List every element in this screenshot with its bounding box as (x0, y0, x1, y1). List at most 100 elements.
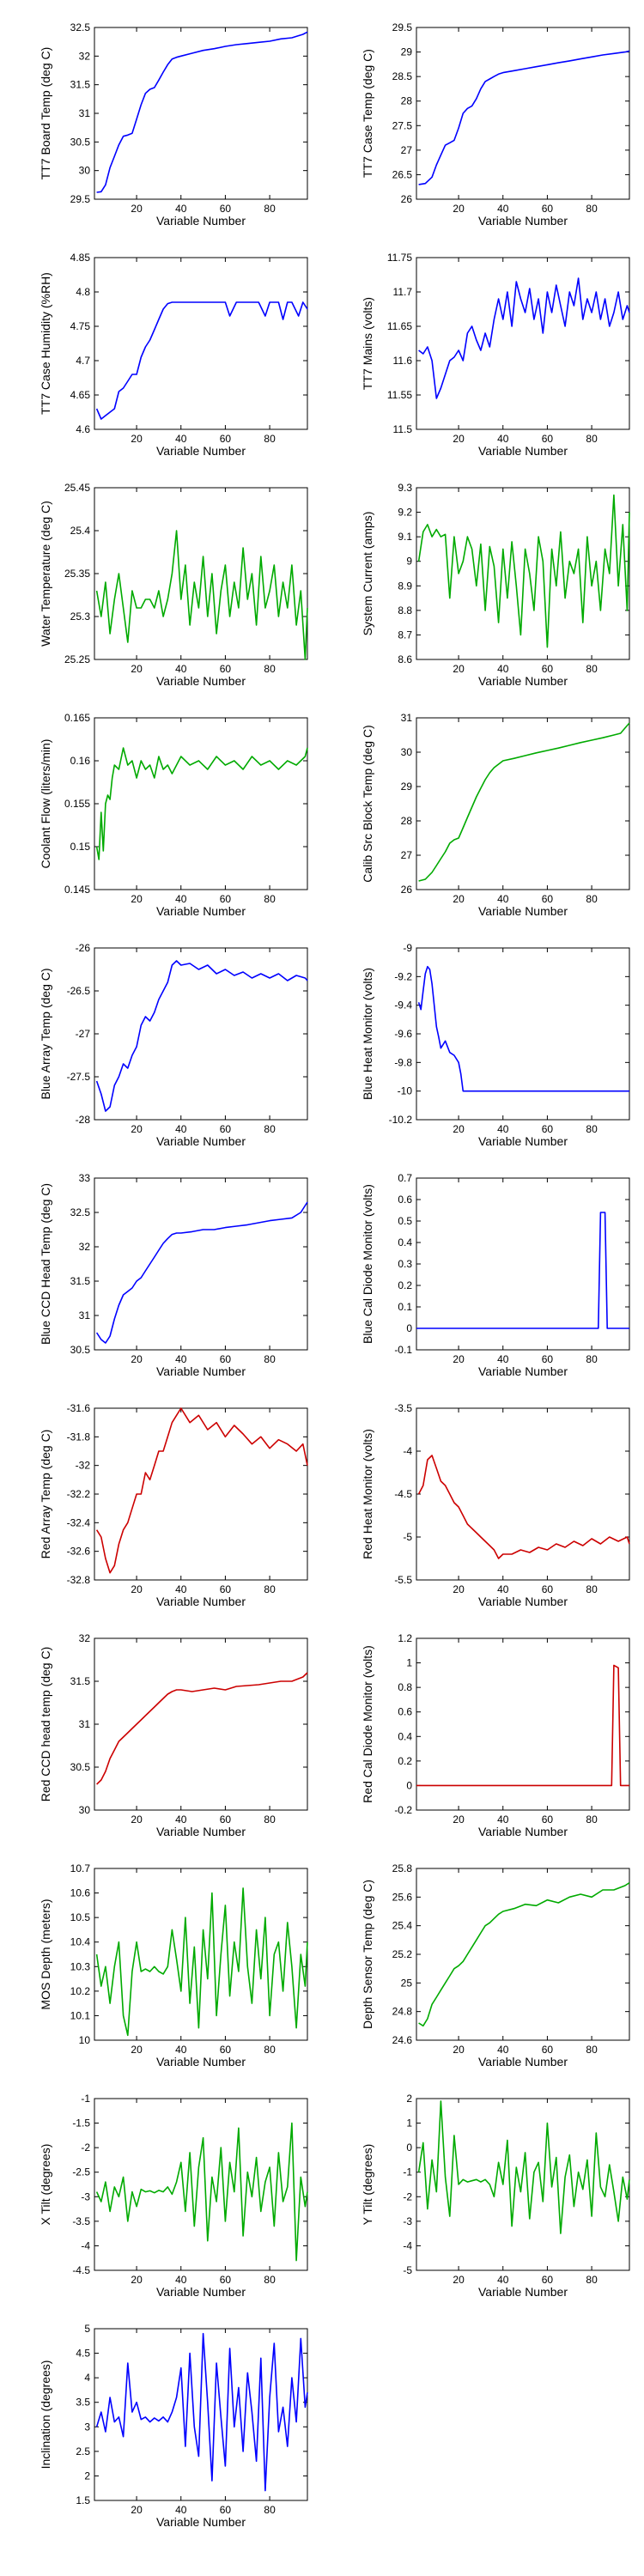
y-tick-label: -32.2 (67, 1488, 91, 1500)
y-tick-label: -32.8 (67, 1574, 91, 1586)
y-tick-label: 32.5 (70, 21, 91, 33)
y-tick-label: 0.7 (398, 1172, 412, 1184)
y-axis-label: Blue Heat Monitor (volts) (361, 968, 374, 1100)
x-tick-label: 20 (453, 663, 465, 675)
y-tick-label: 2.5 (76, 2445, 90, 2458)
y-tick-label: 0.6 (398, 1194, 412, 1206)
plot-frame (416, 1407, 630, 1581)
y-tick-label: 4.6 (76, 423, 90, 435)
y-tick-label: -32.4 (67, 1516, 91, 1528)
y-tick-label: 0.4 (398, 1236, 412, 1249)
x-tick-label: 80 (586, 203, 598, 215)
y-tick-label: 30 (79, 1804, 91, 1816)
y-tick-label: -2 (403, 2190, 412, 2202)
y-axis-label: TT7 Mains (volts) (361, 297, 374, 390)
y-tick-label: 4.7 (76, 355, 90, 367)
y-tick-label: 10.3 (70, 1960, 91, 1972)
x-axis-label: Variable Number (478, 674, 568, 688)
y-tick-label: -0.1 (394, 1344, 412, 1356)
y-tick-label: 28 (401, 815, 413, 827)
y-tick-label: 0.2 (398, 1755, 412, 1767)
x-tick-label: 20 (131, 1353, 143, 1365)
y-tick-label: 2 (406, 2093, 412, 2105)
x-tick-label: 60 (220, 893, 232, 905)
x-axis-label: Variable Number (156, 674, 246, 688)
x-tick-label: 40 (497, 893, 509, 905)
y-tick-label: -9.4 (394, 999, 412, 1012)
x-tick-label: 40 (175, 663, 187, 675)
y-tick-label: 31.5 (70, 1675, 91, 1687)
x-tick-label: 80 (264, 2274, 276, 2286)
x-tick-label: 80 (264, 1583, 276, 1595)
chart-panel-10: -10.2 -10 -9.8 -9.6 -9.4 -9.2 -9 20 40 60 80 Variab… (361, 942, 630, 1148)
x-axis-label: Variable Number (156, 1595, 246, 1608)
x-tick-label: 20 (131, 2274, 143, 2286)
y-tick-label: -2.5 (72, 2166, 90, 2178)
x-tick-label: 60 (542, 433, 554, 445)
y-tick-label: 4.85 (70, 252, 91, 264)
y-tick-label: -3 (403, 2215, 412, 2227)
x-tick-label: 60 (220, 1123, 232, 1135)
series-line (417, 2100, 630, 2234)
chart-panel-4: 11.5 11.55 11.6 11.65 11.7 11.75 20 40 60 80 Varia… (361, 252, 630, 458)
x-tick-label: 40 (175, 203, 187, 215)
y-tick-label: 0.16 (70, 755, 91, 767)
x-tick-label: 20 (453, 1583, 465, 1595)
x-tick-label: 60 (220, 1814, 232, 1826)
y-tick-label: -9 (403, 942, 412, 954)
y-tick-label: 11.75 (387, 252, 412, 264)
x-axis-label: Variable Number (156, 904, 246, 918)
plot-frame (94, 487, 308, 660)
y-tick-label: 32 (79, 50, 91, 62)
y-tick-label: 10.5 (70, 1911, 91, 1923)
chart-panel-17: 10 10.1 10.2 10.3 10.4 10.5 10.6 10.7 20 40 60 80 Va… (39, 1862, 308, 2069)
x-axis-label: Variable Number (478, 1825, 568, 1838)
x-tick-label: 80 (264, 1123, 276, 1135)
y-tick-label: 10.6 (70, 1887, 91, 1899)
x-tick-label: 20 (131, 203, 143, 215)
x-tick-label: 20 (131, 2044, 143, 2056)
x-axis-label: Variable Number (478, 2055, 568, 2069)
x-axis-label: Variable Number (156, 2515, 246, 2529)
chart-panel-15: 30 30.5 31 31.5 32 20 40 60 80 Variable Number Red… (39, 1632, 308, 1838)
x-tick-label: 20 (131, 1123, 143, 1135)
series-line (95, 1887, 308, 2037)
y-tick-label: 10 (79, 2034, 91, 2046)
x-tick-label: 80 (264, 433, 276, 445)
y-tick-label: 0 (406, 1779, 412, 1791)
y-tick-label: 30.5 (70, 136, 91, 148)
x-tick-label: 80 (264, 203, 276, 215)
y-tick-label: -10 (398, 1085, 413, 1097)
y-tick-label: 8.9 (398, 580, 412, 592)
plot-frame (94, 257, 308, 430)
y-tick-label: 25.3 (70, 611, 91, 623)
y-tick-label: 1.5 (76, 2494, 90, 2506)
y-tick-label: 10.7 (70, 1862, 91, 1874)
y-tick-label: 3.5 (76, 2397, 90, 2409)
x-tick-label: 60 (542, 203, 554, 215)
y-tick-label: -4 (81, 2239, 90, 2251)
y-axis-label: Blue Cal Diode Monitor (volts) (361, 1184, 374, 1344)
x-tick-label: 80 (586, 1353, 598, 1365)
y-tick-label: -27 (76, 1028, 91, 1040)
plot-frame (94, 947, 308, 1121)
x-tick-label: 80 (586, 2274, 598, 2286)
x-tick-label: 20 (131, 1583, 143, 1595)
plot-frame (416, 257, 630, 430)
x-tick-label: 60 (542, 1583, 554, 1595)
series-line (95, 1407, 308, 1574)
y-axis-label: Red Cal Diode Monitor (volts) (361, 1645, 374, 1803)
y-tick-label: -2 (81, 2142, 90, 2154)
x-tick-label: 20 (453, 2044, 465, 2056)
y-tick-label: 29 (401, 46, 413, 58)
plot-frame (94, 27, 308, 200)
plot-frame (94, 1407, 308, 1581)
series-line (416, 1212, 629, 1329)
y-tick-label: 8.6 (398, 653, 412, 665)
chart-panel-2: 26 26.5 27 27.5 28 28.5 29 29.5 20 40 60 80 Variable… (361, 21, 630, 228)
plot-frame (416, 1868, 630, 2041)
y-tick-label: 31 (79, 1309, 91, 1321)
x-tick-label: 20 (453, 1123, 465, 1135)
y-tick-label: 30 (79, 165, 91, 177)
y-tick-label: -10.2 (389, 1114, 413, 1126)
